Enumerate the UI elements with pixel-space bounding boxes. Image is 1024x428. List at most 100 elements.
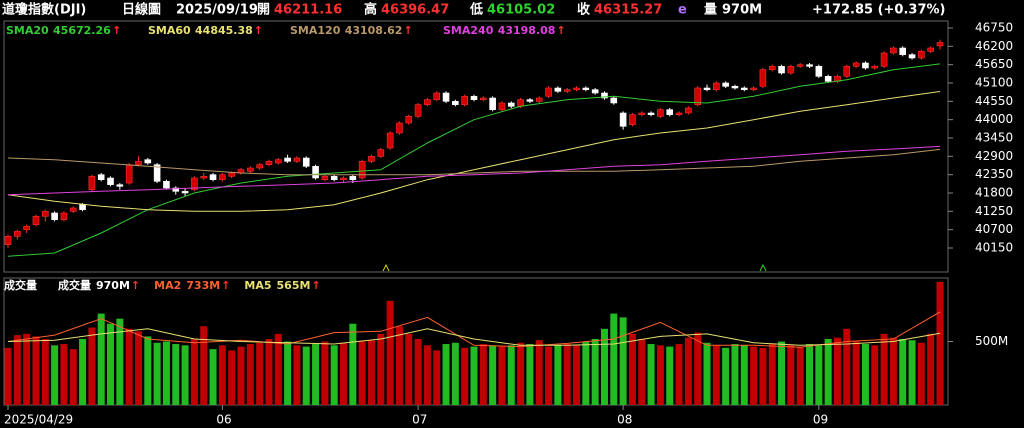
volume-bar (377, 333, 385, 405)
candle-body (60, 212, 68, 220)
x-tick-label: 08 (617, 413, 632, 427)
volume-bar (367, 340, 375, 405)
volume-bar (386, 300, 394, 405)
candle-body (97, 174, 105, 180)
candle-body (247, 167, 254, 172)
volume-bar (582, 341, 590, 405)
candle-body (638, 112, 646, 115)
candle-body (610, 97, 618, 104)
volume-bar (107, 323, 115, 405)
volume-bar (852, 341, 860, 405)
candle-body (153, 164, 161, 182)
volume-bar (144, 336, 152, 405)
volume-bar (712, 345, 720, 405)
legend-trend: ↑ (403, 24, 412, 37)
candle-body (14, 231, 21, 237)
volume-bar (843, 328, 851, 405)
candle-body (358, 161, 366, 179)
volume-bar (517, 342, 525, 405)
volume-bar (256, 342, 264, 405)
candle-body (452, 101, 459, 105)
candle-body (41, 211, 49, 217)
candle-body (647, 112, 655, 115)
volume-bar (4, 347, 12, 405)
volume-bar (526, 344, 534, 405)
volume-bar (442, 344, 450, 405)
candle-body (321, 176, 329, 180)
legend-value: 733M (186, 279, 220, 292)
candle-body (675, 112, 683, 115)
marker (382, 263, 390, 272)
volume-bar (321, 341, 329, 405)
volume-bar (619, 317, 627, 405)
legend-value: 43198.08 (498, 24, 556, 37)
volume-title: 成交量 (4, 278, 37, 292)
volume-bar (395, 326, 403, 405)
candle-body (181, 191, 189, 194)
candle-body (582, 87, 590, 90)
volume-bar (768, 344, 776, 405)
y-tick-label: 41250 (975, 204, 1013, 218)
candle-body (918, 51, 925, 59)
legend-name: 成交量 (58, 278, 91, 292)
y-tick-label: 500M (975, 334, 1008, 348)
ma-line (7, 63, 941, 257)
candle-body (936, 42, 944, 47)
legend-trend: ↑ (131, 279, 140, 292)
candle-body (79, 204, 86, 210)
candle-body (498, 102, 506, 110)
candle-body (591, 89, 599, 94)
volume-bar (125, 328, 133, 405)
volume-bar (414, 338, 422, 405)
candle-body (396, 122, 403, 134)
price-panel (3, 20, 949, 273)
candle-body (284, 157, 291, 162)
volume-bar (479, 344, 487, 405)
title: 道瓊指數(DJI) (2, 2, 86, 18)
volume-bar (228, 350, 236, 405)
candle-body (824, 76, 832, 82)
legend-trend: ↑ (254, 24, 263, 37)
candle-body (405, 116, 413, 124)
x-tick-label: 07 (412, 413, 427, 427)
volume-bar (302, 346, 310, 405)
volume-bar (293, 345, 301, 405)
volume-value: 970M (722, 3, 762, 18)
candle-body (843, 66, 851, 77)
legend-value: 45672.26 (53, 24, 111, 37)
y-tick-label: 45100 (975, 76, 1013, 90)
candle-body (731, 86, 739, 89)
candle-body (880, 52, 888, 67)
legend-name: SMA240 (443, 24, 494, 37)
volume-bar (200, 326, 208, 405)
legend-trend: ↑ (221, 279, 230, 292)
candle-body (265, 161, 273, 165)
candle-body (535, 97, 543, 102)
candle-body (88, 176, 96, 190)
candle-body (107, 177, 114, 185)
volume-bar (927, 333, 935, 405)
candle-body (51, 212, 58, 220)
candle-body (125, 164, 133, 184)
volume-bar (60, 344, 68, 405)
volume-bar (833, 337, 841, 405)
change: +172.85 (+0.37%) (812, 3, 945, 18)
volume-bar (871, 345, 879, 405)
candle-body (657, 109, 664, 117)
volume-bar (656, 345, 664, 405)
legend-value: 43108.62 (345, 24, 403, 37)
candle-body (489, 97, 496, 110)
ma-line (7, 145, 941, 196)
low-label: 低 (469, 2, 483, 18)
legend-name: SMA20 (6, 24, 49, 37)
candle-body (517, 99, 524, 107)
candle-body (368, 156, 375, 162)
legend-trend: ↑ (556, 24, 565, 37)
candle-body (470, 96, 478, 100)
candle-body (871, 66, 879, 69)
candle-body (507, 102, 515, 107)
volume-ma-line (7, 311, 941, 348)
volume-bar (824, 338, 832, 405)
volume-bar (284, 341, 292, 405)
legend-trend: ↑ (311, 279, 320, 292)
